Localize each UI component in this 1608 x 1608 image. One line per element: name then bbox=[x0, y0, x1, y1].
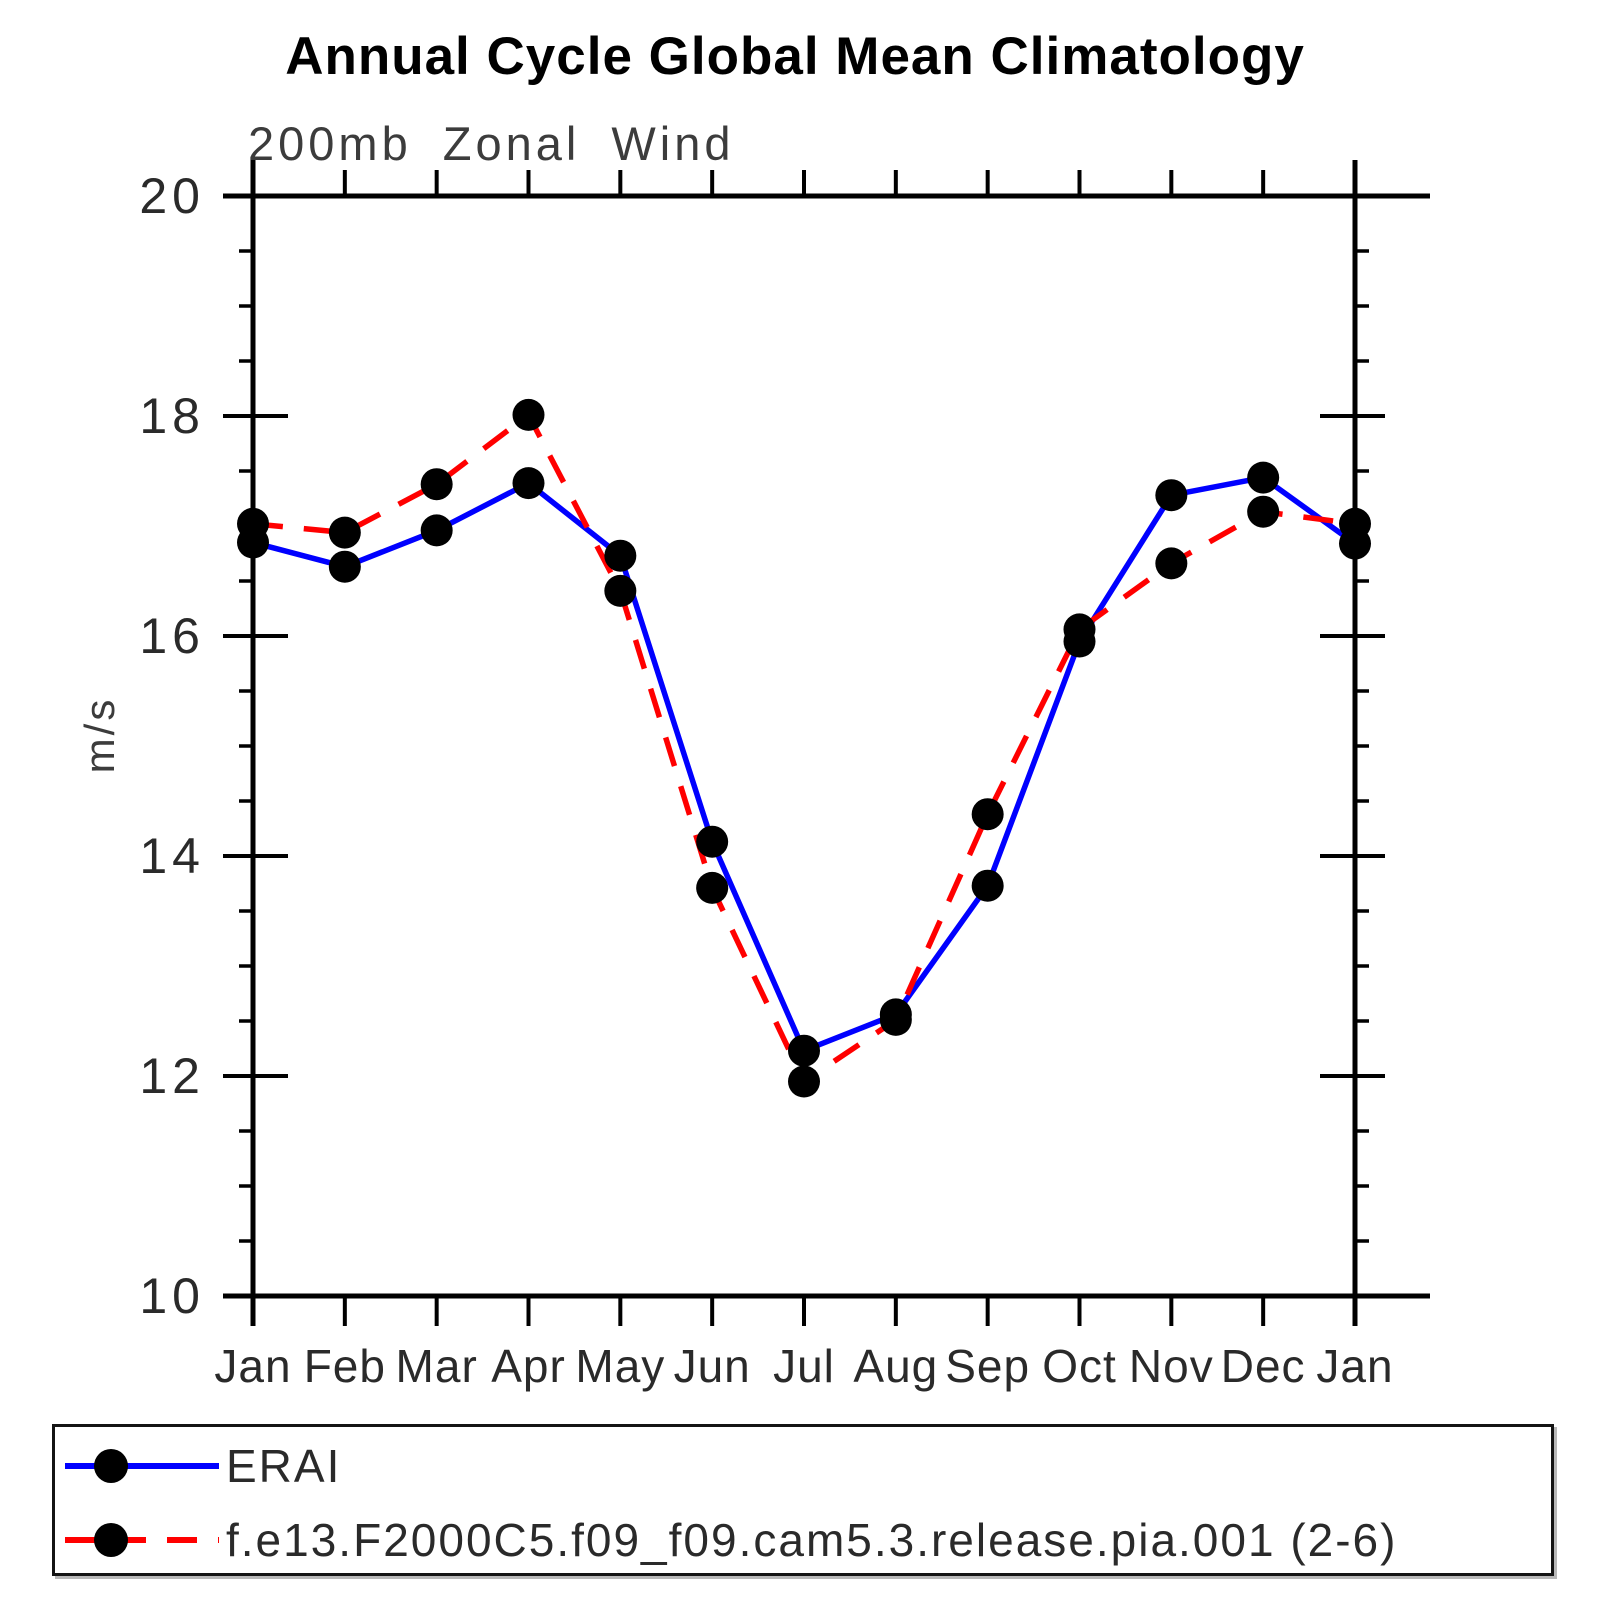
x-tick-label: Mar bbox=[396, 1340, 478, 1392]
x-tick-label: Oct bbox=[1042, 1340, 1117, 1392]
data-point-series-0 bbox=[1247, 461, 1280, 494]
legend-marker-dot bbox=[94, 1449, 128, 1483]
data-point-series-1 bbox=[1063, 613, 1096, 646]
legend-swatch-solid-line bbox=[65, 1449, 219, 1483]
data-point-series-1 bbox=[788, 1065, 820, 1098]
y-tick-label: 16 bbox=[139, 608, 205, 664]
y-tick-label: 12 bbox=[139, 1048, 205, 1104]
data-point-series-1 bbox=[1155, 547, 1188, 580]
x-tick-label: Dec bbox=[1221, 1340, 1306, 1392]
chart-subtitle: 200mb Zonal Wind bbox=[248, 117, 735, 170]
data-point-series-1 bbox=[237, 507, 269, 540]
legend: ERAI f.e13.F2000C5.f09_f09.cam5.3.releas… bbox=[52, 1424, 1554, 1576]
y-tick-label: 18 bbox=[139, 388, 205, 444]
data-point-series-1 bbox=[328, 516, 361, 549]
y-tick-label: 20 bbox=[139, 168, 205, 224]
x-tick-label: Apr bbox=[491, 1340, 566, 1392]
data-point-series-1 bbox=[512, 398, 545, 431]
x-tick-label: May bbox=[575, 1340, 665, 1392]
legend-entry-erai: ERAI bbox=[61, 1435, 341, 1497]
x-tick-label: Nov bbox=[1129, 1340, 1214, 1392]
data-point-series-0 bbox=[512, 467, 545, 500]
y-tick-label: 10 bbox=[139, 1268, 205, 1324]
data-point-series-0 bbox=[328, 550, 361, 583]
series-line-1 bbox=[252, 412, 1356, 1085]
legend-swatch-dashed-line bbox=[65, 1523, 219, 1557]
data-point-series-0 bbox=[1155, 479, 1188, 512]
x-tick-label: Aug bbox=[853, 1340, 938, 1392]
data-point-series-0 bbox=[696, 825, 729, 858]
x-tick-label: Sep bbox=[945, 1340, 1030, 1392]
legend-entry-model: f.e13.F2000C5.f09_f09.cam5.3.release.pia… bbox=[61, 1509, 1397, 1571]
data-point-series-1 bbox=[1247, 495, 1280, 528]
legend-label-model: f.e13.F2000C5.f09_f09.cam5.3.release.pia… bbox=[226, 1514, 1398, 1566]
x-tick-label: Feb bbox=[304, 1340, 386, 1392]
legend-label-erai: ERAI bbox=[226, 1440, 342, 1492]
data-point-series-0 bbox=[604, 539, 637, 572]
chart-title: Annual Cycle Global Mean Climatology bbox=[285, 27, 1305, 86]
data-point-series-1 bbox=[604, 574, 637, 607]
data-point-series-1 bbox=[1339, 507, 1371, 540]
data-point-series-0 bbox=[420, 514, 453, 547]
data-point-series-1 bbox=[420, 468, 453, 501]
x-tick-label: Jun bbox=[674, 1340, 751, 1392]
data-point-series-1 bbox=[696, 871, 729, 904]
x-tick-label: Jan bbox=[1316, 1340, 1393, 1392]
data-point-series-1 bbox=[879, 1003, 912, 1036]
data-point-series-0 bbox=[971, 869, 1004, 902]
legend-marker-dot bbox=[94, 1523, 128, 1557]
data-point-series-0 bbox=[788, 1034, 820, 1067]
x-tick-label: Jan bbox=[214, 1340, 291, 1392]
series-line-0 bbox=[252, 474, 1357, 1054]
data-point-series-1 bbox=[971, 798, 1004, 831]
y-tick-label: 14 bbox=[139, 828, 205, 884]
x-tick-label: Jul bbox=[773, 1340, 835, 1392]
